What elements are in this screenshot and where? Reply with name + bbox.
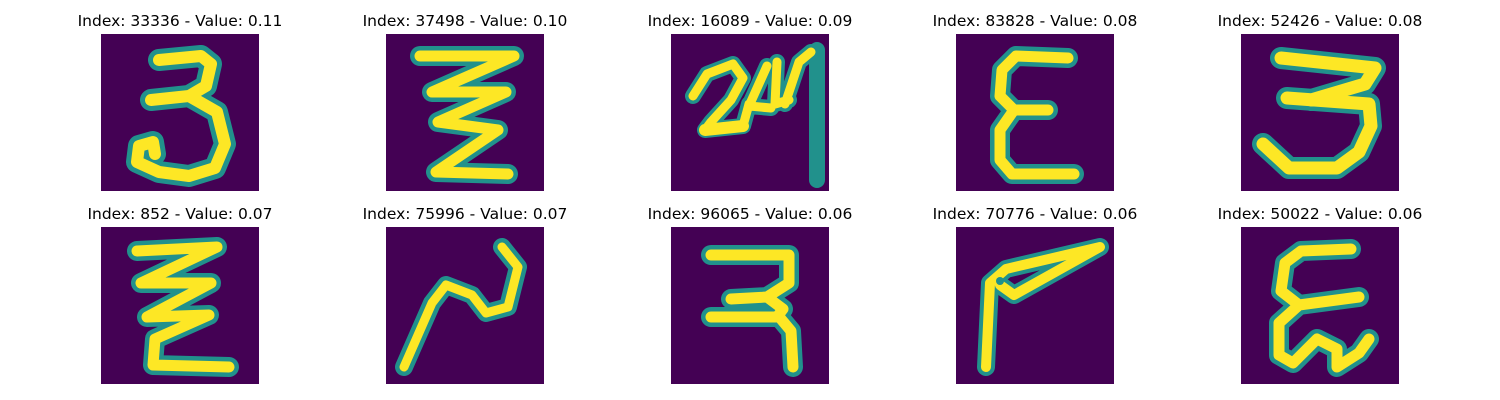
- image-panel: Index: 852 - Value: 0.07: [60, 203, 300, 393]
- panel-title: Index: 33336 - Value: 0.11: [77, 12, 283, 30]
- digit-image: [671, 34, 829, 191]
- digit-image: [101, 34, 259, 191]
- digit-image: [386, 227, 544, 384]
- panel-title: Index: 37498 - Value: 0.10: [362, 12, 568, 30]
- image-panel: Index: 83828 - Value: 0.08: [915, 10, 1155, 200]
- image-panel: Index: 16089 - Value: 0.09: [630, 10, 870, 200]
- image-panel: Index: 37498 - Value: 0.10: [345, 10, 585, 200]
- panel-title: Index: 75996 - Value: 0.07: [362, 205, 568, 223]
- panel-title: Index: 96065 - Value: 0.06: [647, 205, 853, 223]
- digit-image: [671, 227, 829, 384]
- digit-image: [956, 227, 1114, 384]
- image-panel: Index: 96065 - Value: 0.06: [630, 203, 870, 393]
- image-panel: Index: 70776 - Value: 0.06: [915, 203, 1155, 393]
- panel-title: Index: 50022 - Value: 0.06: [1217, 205, 1423, 223]
- panel-title: Index: 52426 - Value: 0.08: [1217, 12, 1423, 30]
- panel-title: Index: 16089 - Value: 0.09: [647, 12, 853, 30]
- digit-image: [1241, 34, 1399, 191]
- image-panel: Index: 75996 - Value: 0.07: [345, 203, 585, 393]
- image-panel: Index: 52426 - Value: 0.08: [1200, 10, 1440, 200]
- digit-image: [101, 227, 259, 384]
- image-panel: Index: 50022 - Value: 0.06: [1200, 203, 1440, 393]
- digit-image: [1241, 227, 1399, 384]
- panel-title: Index: 83828 - Value: 0.08: [932, 12, 1138, 30]
- image-panel: Index: 33336 - Value: 0.11: [60, 10, 300, 200]
- panel-title: Index: 70776 - Value: 0.06: [932, 205, 1138, 223]
- digit-image: [956, 34, 1114, 191]
- panel-title: Index: 852 - Value: 0.07: [87, 205, 273, 223]
- digit-image: [386, 34, 544, 191]
